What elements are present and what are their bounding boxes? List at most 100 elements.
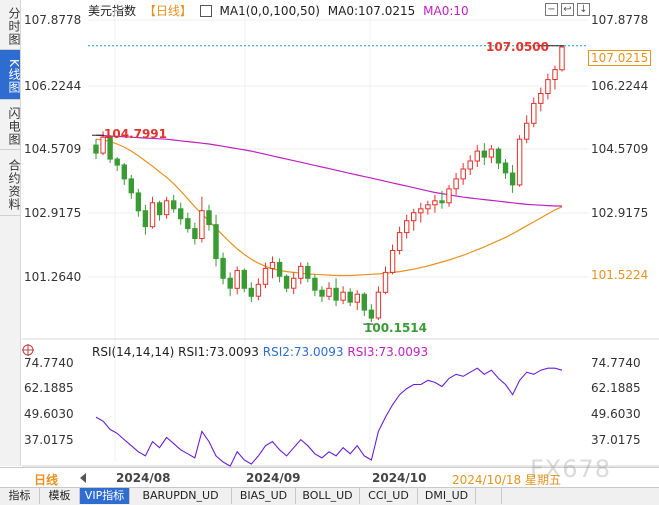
price-tick-label-right: 102.9175: [591, 206, 649, 220]
rsi-title: RSI(14,14,14): [92, 345, 175, 359]
candle: [128, 174, 135, 199]
candle: [149, 196, 156, 229]
period-selector[interactable]: 日线: [34, 473, 59, 487]
tab-timeshare[interactable]: 分时图: [0, 0, 21, 50]
ma0-secondary: MA0:10: [423, 4, 469, 18]
candle: [192, 222, 198, 245]
candle: [340, 286, 346, 305]
arrow-down-icon[interactable]: ↓: [577, 3, 590, 16]
indicator-tab-bar: 指标 模板 VIP指标 BARUPDN_UD BIAS_UD BOLL_UD C…: [0, 487, 659, 505]
minimize-icon[interactable]: −: [545, 3, 558, 16]
candle: [502, 159, 509, 179]
current-date: 2024/10/18 星期五: [452, 473, 561, 487]
scroll-left-icon[interactable]: [80, 473, 86, 483]
candle: [531, 97, 537, 128]
crosshair-icon[interactable]: [22, 344, 34, 356]
rsi-tick-label: 37.0175: [24, 433, 74, 447]
ma0-value: MA0:107.0215: [327, 4, 416, 18]
candle: [552, 65, 558, 90]
candle: [142, 204, 149, 235]
candle: [361, 292, 368, 317]
candle: [326, 282, 332, 301]
ma-high-annotation: 104.7991: [104, 127, 168, 141]
candle: [220, 252, 226, 285]
rsi-tick-label-right: 62.1885: [591, 381, 641, 395]
period-label[interactable]: 【日线】: [143, 4, 192, 18]
candle: [488, 145, 495, 164]
tab-contract-info[interactable]: 合约资料: [0, 150, 21, 216]
candle: [185, 212, 191, 233]
price-tick-label-right: 104.5709: [591, 142, 649, 156]
tab-more[interactable]: [476, 488, 502, 504]
candle: [298, 262, 304, 285]
date-tick: 2024/10: [372, 471, 427, 485]
candle: [347, 288, 353, 307]
price-tick-label-right: 106.2244: [591, 79, 649, 93]
candle: [509, 165, 516, 193]
low-annotation: 100.1514: [364, 321, 428, 335]
tab-indicator[interactable]: 指标: [0, 488, 40, 504]
instrument-name: 美元指数: [88, 4, 137, 18]
candle: [93, 139, 99, 160]
rsi2-value: RSI2:73.0093: [262, 345, 344, 359]
candle: [404, 214, 410, 239]
candle: [255, 278, 262, 301]
watermark-logo: FX678: [530, 455, 612, 483]
candle: [262, 262, 269, 289]
tab-lightning[interactable]: 闪电图: [0, 100, 21, 150]
tab-template[interactable]: 模板: [40, 488, 80, 504]
candle: [460, 163, 466, 185]
candle: [121, 163, 127, 185]
rsi3-value: RSI3:73.0093: [347, 345, 429, 359]
candle: [234, 266, 240, 295]
tab-barupdn[interactable]: BARUPDN_UD: [130, 488, 232, 504]
indicator-settings-icon[interactable]: [199, 5, 212, 17]
candle: [538, 87, 544, 112]
tab-dmi[interactable]: DMI_UD: [418, 488, 476, 504]
candle: [559, 45, 565, 72]
candle: [206, 204, 212, 231]
tab-vip-indicator[interactable]: VIP指标: [80, 488, 130, 504]
rsi1-value: RSI1:73.0093: [178, 345, 259, 359]
candle: [178, 202, 184, 225]
candle: [305, 262, 311, 283]
candle: [248, 282, 255, 303]
candle: [163, 196, 170, 219]
price-tick-label: 107.8778: [24, 13, 82, 27]
candle: [312, 274, 318, 297]
candle: [227, 272, 233, 297]
ma-value-label: 101.5224: [591, 268, 649, 282]
chart-canvas[interactable]: [0, 0, 659, 467]
price-tick-label-right: 107.8778: [591, 13, 649, 27]
candle: [389, 244, 396, 275]
candle: [269, 256, 276, 279]
ma-short-line: [95, 138, 563, 277]
rsi-line: [95, 367, 563, 467]
back-icon[interactable]: ↩: [561, 3, 574, 16]
tab-kline[interactable]: K线图: [0, 50, 21, 100]
rsi-tick-label: 74.7740: [24, 356, 74, 370]
rsi-header: RSI(14,14,14) RSI1:73.0093 RSI2:73.0093 …: [92, 345, 428, 359]
date-tick: 2024/09: [246, 471, 301, 485]
candle: [545, 73, 551, 100]
candle: [156, 200, 163, 221]
ma-long-line: [95, 134, 562, 207]
candle: [319, 286, 325, 303]
date-axis: 日线 2024/08 2024/09 2024/10 2024/10/18 星期…: [0, 467, 659, 488]
candle: [418, 202, 424, 223]
candle: [107, 135, 113, 164]
candle: [425, 200, 431, 215]
tab-boll[interactable]: BOLL_UD: [296, 488, 360, 504]
candle: [439, 190, 445, 209]
price-tick-label: 102.9175: [24, 206, 82, 220]
left-tab-bar: 分时图 K线图 闪电图 合约资料: [0, 0, 21, 466]
candle: [276, 258, 283, 283]
tab-cci[interactable]: CCI_UD: [360, 488, 418, 504]
candle: [291, 272, 297, 295]
candle: [375, 286, 382, 321]
candle: [199, 196, 205, 243]
tab-bias[interactable]: BIAS_UD: [232, 488, 296, 504]
candle: [432, 194, 438, 213]
rsi-tick-label: 49.6030: [24, 407, 74, 421]
rsi-tick-label-right: 74.7740: [591, 356, 641, 370]
